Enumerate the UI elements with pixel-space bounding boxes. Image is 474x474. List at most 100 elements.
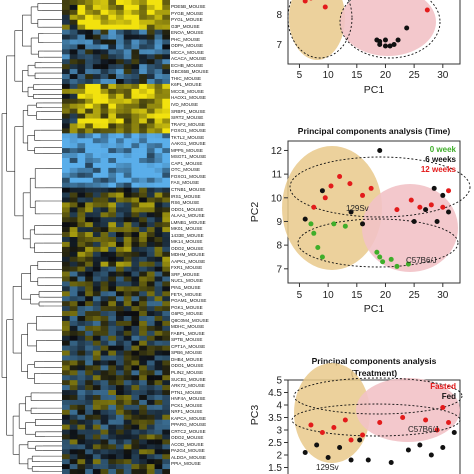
heatmap-cell <box>100 444 109 450</box>
heatmap-cell <box>139 88 148 95</box>
heatmap-cell <box>62 44 71 50</box>
heatmap-cell <box>92 330 101 337</box>
heatmap-cell <box>116 459 125 465</box>
heatmap-cell <box>146 464 155 470</box>
heatmap-cell <box>146 469 155 474</box>
heatmap-cell <box>131 419 140 425</box>
heatmap-cell <box>69 138 78 144</box>
heatmap-cell <box>123 330 132 337</box>
pca-panel-time: Principal components analysis (Time) 0 w… <box>249 126 471 315</box>
heatmap-cell <box>62 296 71 302</box>
heatmap-cell <box>108 177 117 183</box>
heatmap-cell <box>85 256 94 262</box>
heatmap-cell <box>100 251 109 258</box>
heatmap-cell <box>162 148 170 154</box>
heatmap-cell <box>162 98 170 104</box>
heatmap-cell <box>146 217 155 223</box>
heatmap-cell <box>85 355 94 361</box>
heatmap-cell <box>116 385 125 391</box>
heatmap-cell <box>92 69 101 75</box>
heatmap-cell <box>146 64 155 70</box>
heatmap-cell <box>85 172 94 179</box>
data-point <box>391 42 397 47</box>
heatmap-cell <box>116 340 125 346</box>
heatmap-cell <box>162 29 170 35</box>
heatmap-cell <box>154 64 163 70</box>
heatmap-cell <box>131 414 140 420</box>
heatmap-cell <box>100 469 109 474</box>
heatmap-cell <box>131 88 140 95</box>
heatmap-cell <box>62 360 71 366</box>
heatmap-cell <box>154 276 163 282</box>
heatmap-cell <box>146 113 155 119</box>
data-point <box>377 39 383 44</box>
heatmap-cell <box>162 64 170 70</box>
heatmap-cell <box>116 83 125 90</box>
heatmap-cell <box>162 4 170 11</box>
heatmap-cell <box>146 256 155 262</box>
heatmap-cell <box>77 98 86 104</box>
heatmap-cell <box>108 454 117 460</box>
heatmap-cell <box>146 39 155 45</box>
heatmap-cell <box>100 49 109 55</box>
heatmap-cell <box>100 83 109 90</box>
heatmap-cell <box>116 409 125 416</box>
data-point <box>394 207 400 213</box>
heatmap-cell <box>108 330 117 337</box>
heatmap-cell <box>146 49 155 55</box>
heatmap-cell <box>100 118 109 124</box>
heatmap-cell <box>62 325 71 332</box>
heatmap-cell <box>108 108 117 114</box>
heatmap-cell <box>69 424 78 430</box>
heatmap-cell <box>162 439 170 445</box>
heatmap-cell <box>162 469 170 474</box>
heatmap-cell <box>108 4 117 11</box>
heatmap-cell <box>92 355 101 361</box>
heatmap-cell <box>162 123 170 129</box>
heatmap-cell <box>69 350 78 356</box>
heatmap-cell <box>77 271 86 277</box>
heatmap-cell <box>131 222 140 228</box>
heatmap-cell <box>77 232 86 238</box>
heatmap-cell <box>162 153 170 159</box>
y-tick-label: 1.5 <box>268 463 282 474</box>
heatmap-cell <box>85 74 94 80</box>
heatmap-cell <box>69 409 78 416</box>
heatmap-cell <box>69 123 78 129</box>
data-point <box>337 445 343 450</box>
heatmap-cell <box>85 103 94 109</box>
heatmap-cell <box>154 395 163 401</box>
heatmap-cell <box>108 439 117 445</box>
heatmap-cell <box>139 39 148 45</box>
heatmap-cell <box>100 370 109 376</box>
heatmap-cell <box>108 167 117 174</box>
heatmap-cell <box>123 212 132 218</box>
heatmap-cell <box>116 246 125 253</box>
heatmap-cell <box>139 320 148 327</box>
heatmap-cell <box>154 9 163 16</box>
heatmap-cell <box>146 108 155 114</box>
heatmap-cell <box>69 395 78 401</box>
heatmap-cell <box>123 360 132 366</box>
heatmap-cell <box>146 434 155 440</box>
heatmap-cell <box>131 271 140 277</box>
heatmap-cell <box>92 143 101 149</box>
heatmap-cell <box>131 409 140 416</box>
heatmap-cell <box>162 202 170 208</box>
heatmap-cell <box>154 167 163 174</box>
heatmap-cell <box>116 370 125 376</box>
heatmap-cell <box>131 375 140 381</box>
heatmap-cell <box>139 380 148 386</box>
gene-label: ODO1_MOUSE <box>171 363 204 369</box>
heatmap-cell <box>123 246 132 253</box>
heatmap-cell <box>77 24 86 30</box>
data-point <box>360 221 366 227</box>
heatmap-cell <box>62 232 71 238</box>
heatmap-cell <box>62 409 71 416</box>
data-point <box>417 204 423 210</box>
heatmap-cell <box>69 390 78 396</box>
heatmap-cell <box>123 0 132 6</box>
heatmap-cell <box>146 419 155 425</box>
heatmap-cell <box>146 182 155 188</box>
heatmap-cell <box>108 276 117 282</box>
